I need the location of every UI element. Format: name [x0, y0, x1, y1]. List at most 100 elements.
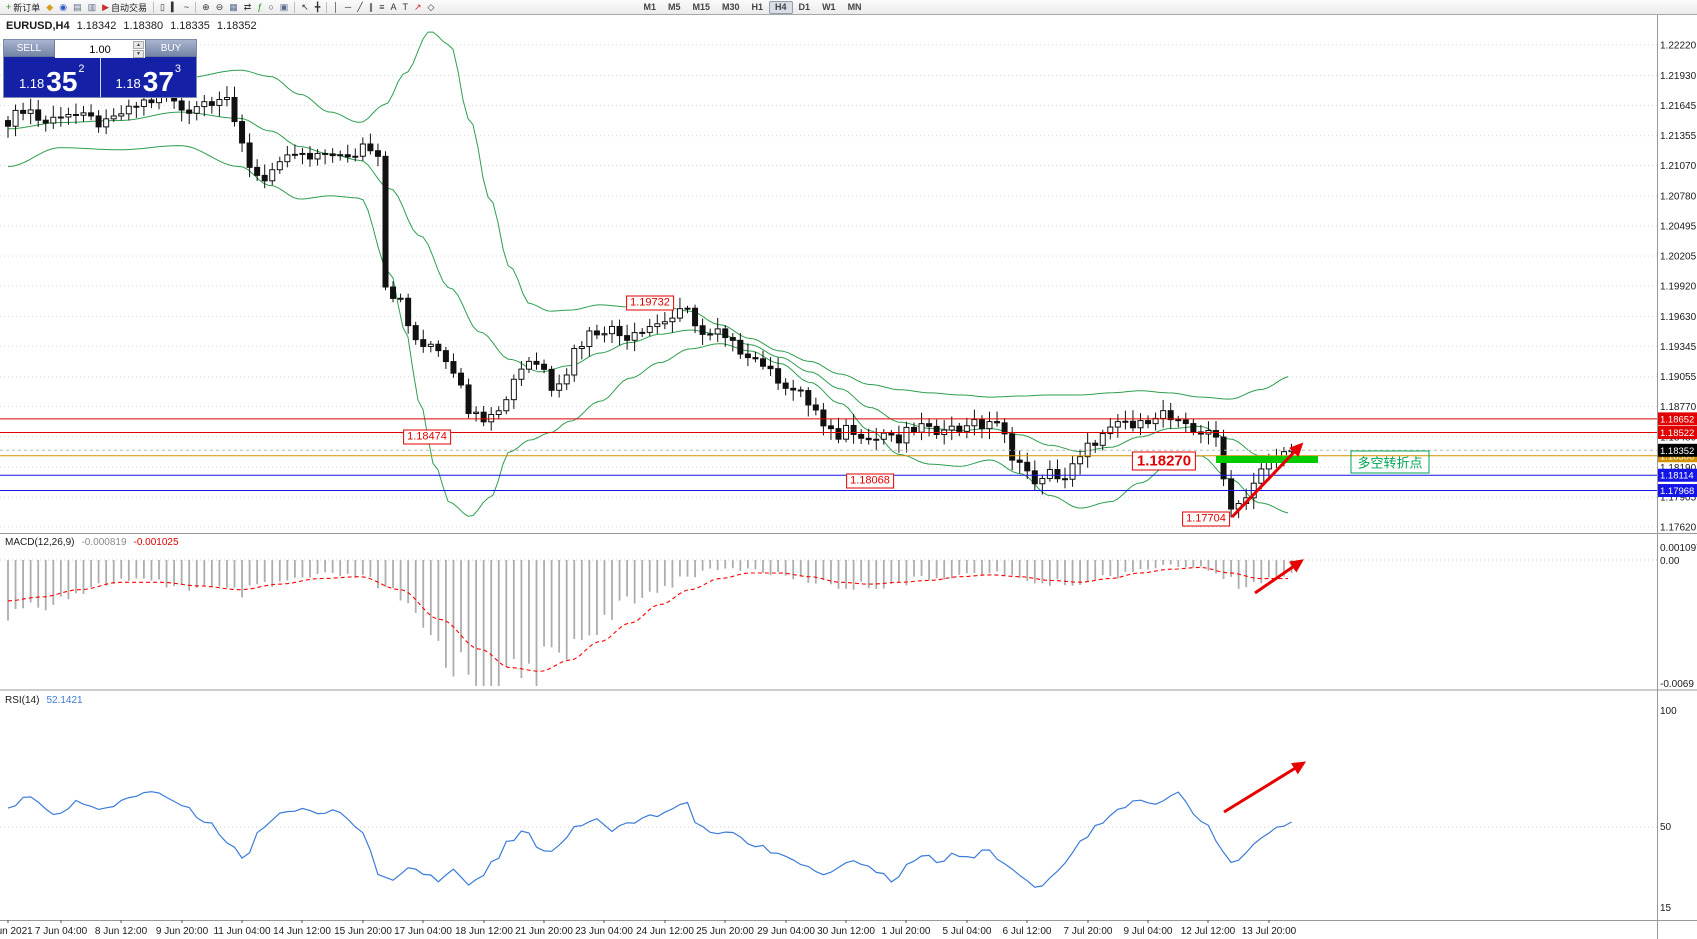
clock-icon: ○ — [268, 1, 274, 12]
templates-button[interactable]: ▣ — [277, 1, 292, 14]
volume-up-button[interactable]: ▲ — [133, 41, 144, 49]
text-button[interactable]: A — [387, 1, 399, 14]
function-icon: ƒ — [257, 1, 263, 12]
ask-price-display[interactable]: 1.18 37 3 — [101, 57, 197, 97]
high-value: 1.18380 — [123, 20, 164, 32]
vertical-line-button[interactable]: │ — [330, 1, 342, 14]
bar-chart-button[interactable]: ▍ — [168, 1, 181, 14]
trend-arrow-1[interactable] — [1230, 442, 1304, 519]
bid-price-display[interactable]: 1.18 35 2 — [4, 57, 101, 97]
macd-main-value: -0.000819 — [81, 537, 127, 548]
timeframe-w1-button[interactable]: W1 — [822, 2, 836, 12]
toolbar-separator — [294, 1, 296, 13]
close-value: 1.18352 — [216, 20, 257, 32]
channel-button[interactable]: ∥ — [366, 1, 377, 14]
svg-text:9 Jul 04:00: 9 Jul 04:00 — [1124, 926, 1173, 937]
svg-text:23 Jun 04:00: 23 Jun 04:00 — [575, 926, 633, 937]
turning-point-label[interactable]: 多空转折点 — [1350, 450, 1430, 474]
zoom-in-button[interactable]: ⊕ — [199, 1, 213, 14]
one-click-trading-panel: SELL ▲ ▼ BUY 1.18 35 2 1.18 37 3 — [3, 39, 197, 98]
bid-prefix: 1.18 — [18, 76, 45, 91]
bid-big-digits: 35 — [46, 66, 78, 97]
text-icon: A — [390, 1, 397, 12]
timeframe-m30-button[interactable]: M30 — [722, 2, 740, 12]
svg-text:13 Jul 20:00: 13 Jul 20:00 — [1242, 926, 1297, 937]
svg-text:24 Jun 12:00: 24 Jun 12:00 — [636, 926, 694, 937]
cursor-button[interactable]: ↖ — [298, 1, 312, 14]
trendline-button[interactable]: ╱ — [354, 1, 365, 14]
price-flag-1.18270[interactable]: 1.18270 — [1131, 451, 1197, 471]
one-click-controls-row: SELL ▲ ▼ BUY — [4, 40, 196, 58]
terminal-button[interactable]: ▥ — [85, 1, 100, 14]
current-price-label: 1.18352 — [1660, 446, 1694, 457]
ask-big-digits: 37 — [142, 66, 174, 97]
timeframe-d1-button[interactable]: D1 — [798, 2, 811, 12]
trend-arrow-2[interactable] — [1254, 559, 1304, 595]
timeframe-m5-button[interactable]: M5 — [667, 2, 681, 12]
svg-text:1.19055: 1.19055 — [1660, 372, 1697, 383]
timeframe-m1-button[interactable]: M1 — [643, 2, 656, 12]
panel-separators[interactable] — [0, 533, 1697, 921]
svg-text:1.19920: 1.19920 — [1660, 282, 1697, 293]
turning-point-zone-bar[interactable] — [1216, 456, 1318, 463]
volume-down-button[interactable]: ▼ — [133, 50, 144, 58]
svg-text:1.21930: 1.21930 — [1660, 71, 1697, 82]
macd-name: MACD(12,26,9) — [5, 537, 75, 548]
toolbar-separator — [326, 1, 328, 13]
vertical-line-icon: │ — [333, 1, 339, 12]
autotrading-button[interactable]: ▶ 自动交易 — [99, 1, 150, 14]
label-button[interactable]: T — [399, 1, 411, 14]
play-icon: ▶ — [102, 1, 110, 12]
arrow-tool-button[interactable]: ↗ — [411, 1, 425, 14]
timeframe-h1-button[interactable]: H1 — [751, 2, 764, 12]
timeframe-h4-button[interactable]: H4 — [769, 0, 793, 14]
zoom-out-button[interactable]: ⊖ — [213, 1, 227, 14]
auto-scroll-button[interactable]: ⇄ — [241, 1, 255, 14]
price-flag-1.18474[interactable]: 1.18474 — [403, 429, 451, 445]
svg-text:50: 50 — [1660, 822, 1672, 833]
shapes-button[interactable]: ◇ — [425, 1, 438, 14]
label-icon: T — [402, 1, 408, 12]
line-chart-button[interactable]: ~ — [181, 1, 192, 14]
bid-pipette: 2 — [78, 63, 85, 75]
tile-windows-button[interactable]: ▦ — [226, 1, 241, 14]
panel-left-icon: ▤ — [73, 1, 82, 12]
svg-text:5 Jul 04:00: 5 Jul 04:00 — [943, 926, 992, 937]
market-watch-button[interactable]: ◆ — [43, 1, 56, 14]
svg-text:8 Jun 12:00: 8 Jun 12:00 — [95, 926, 148, 937]
crosshair-button[interactable]: ╋ — [312, 1, 323, 14]
volume-input[interactable] — [55, 42, 145, 58]
svg-text:15 Jun 20:00: 15 Jun 20:00 — [334, 926, 392, 937]
diamond-icon: ◆ — [46, 1, 54, 12]
axis-level-label: 1.18652 — [1660, 414, 1694, 425]
timeframe-m15-button[interactable]: M15 — [692, 2, 710, 12]
horizontal-line-button[interactable]: ─ — [342, 1, 354, 14]
sell-button[interactable]: SELL — [4, 40, 54, 57]
circle-dot-icon: ◉ — [59, 1, 68, 12]
price-flag-1.18068[interactable]: 1.18068 — [846, 473, 894, 489]
navigator-button[interactable]: ▤ — [70, 1, 85, 14]
price-flag-1.17704[interactable]: 1.17704 — [1182, 511, 1230, 527]
buy-button[interactable]: BUY — [146, 40, 196, 57]
svg-text:4 Jun 2021: 4 Jun 2021 — [0, 926, 33, 937]
svg-text:9 Jun 20:00: 9 Jun 20:00 — [156, 926, 209, 937]
timeframe-mn-button[interactable]: MN — [847, 2, 862, 12]
price-flag-1.19732[interactable]: 1.19732 — [626, 295, 674, 311]
new-order-button[interactable]: + 新订单 — [3, 1, 43, 14]
one-click-price-row: 1.18 35 2 1.18 37 3 — [4, 57, 196, 97]
rsi-indicator-label: RSI(14) 52.1421 — [5, 695, 83, 706]
data-window-button[interactable]: ◉ — [56, 1, 70, 14]
price-grid — [0, 44, 1657, 528]
svg-text:21 Jun 20:00: 21 Jun 20:00 — [515, 926, 573, 937]
fibonacci-button[interactable]: ≡ — [376, 1, 387, 14]
periods-button[interactable]: ○ — [265, 1, 276, 14]
candlestick-chart-button[interactable]: ▯ — [157, 1, 168, 14]
macd-signal-line — [7, 566, 1288, 672]
panel-grid-icon: ▥ — [87, 1, 97, 12]
svg-text:1.18770: 1.18770 — [1660, 402, 1697, 413]
indicators-button[interactable]: ƒ — [254, 1, 265, 14]
svg-text:1.18190: 1.18190 — [1660, 463, 1697, 474]
trend-arrow-3[interactable] — [1223, 761, 1307, 814]
